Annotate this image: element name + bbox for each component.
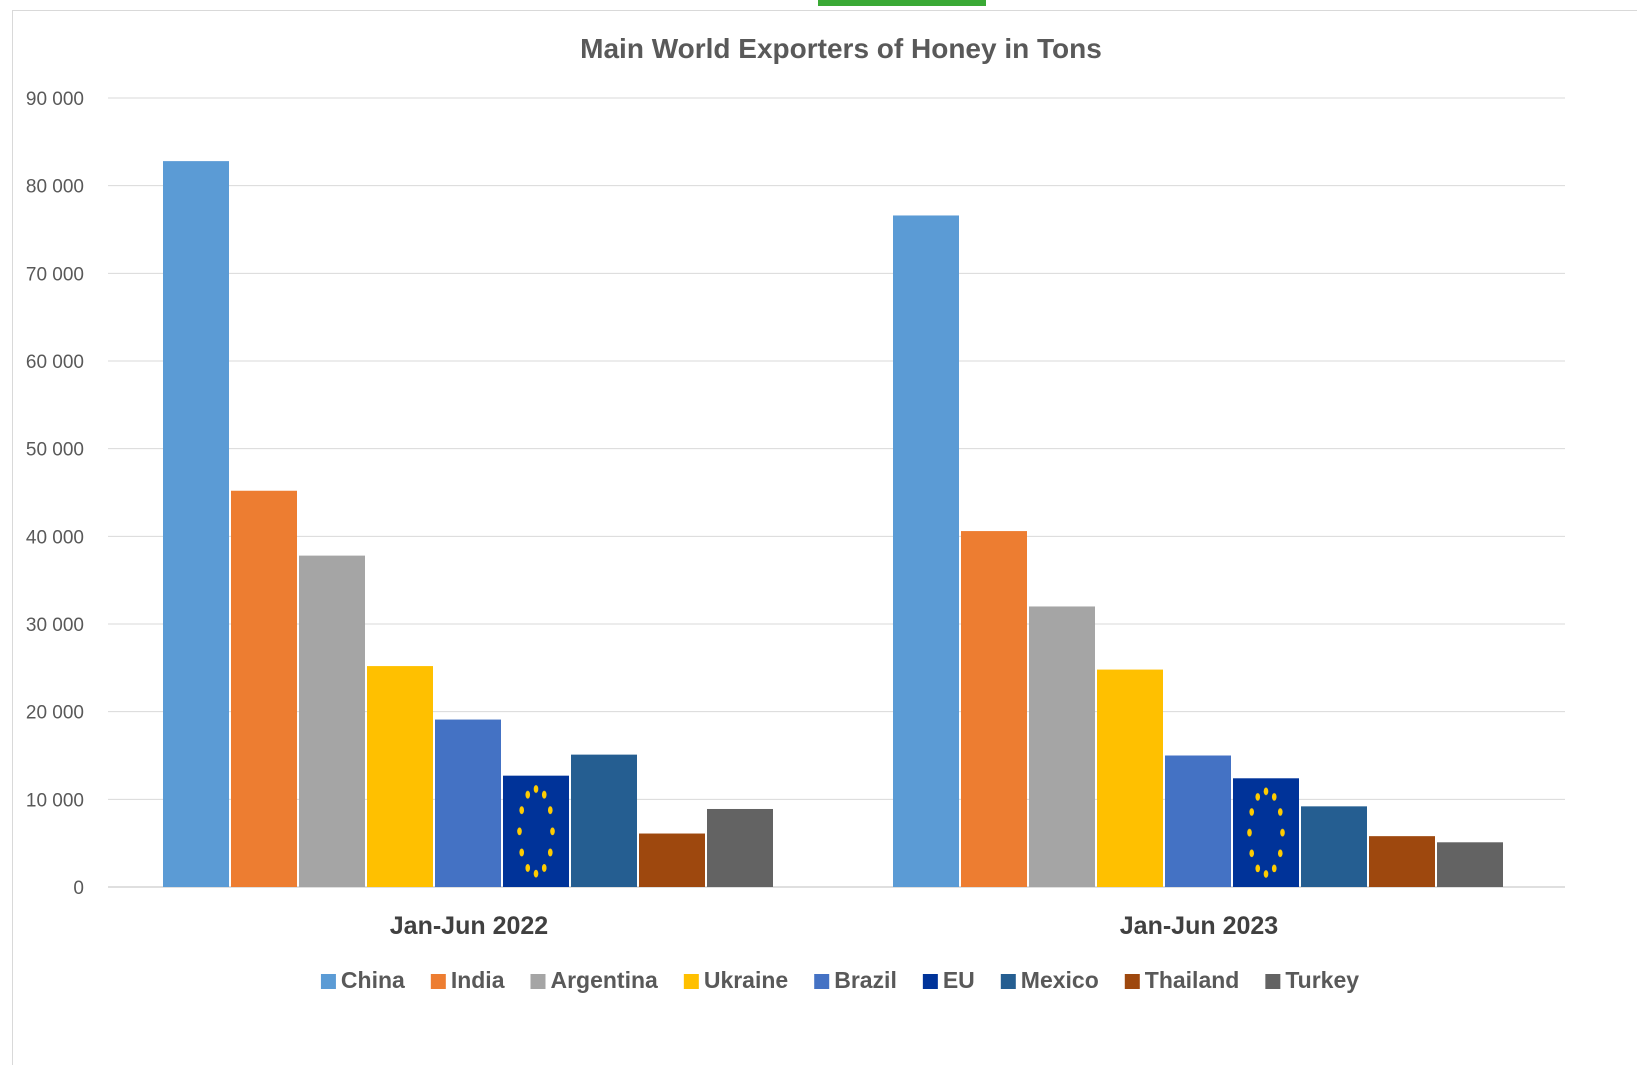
bar-india-1 bbox=[231, 490, 297, 887]
legend-swatch bbox=[683, 974, 699, 989]
bar-argentina-1 bbox=[299, 555, 365, 887]
bar-eu-2 bbox=[1233, 778, 1299, 887]
bar-brazil-2 bbox=[1165, 755, 1231, 887]
legend-swatch bbox=[430, 974, 446, 989]
legend-swatch bbox=[814, 974, 830, 989]
legend-label: Turkey bbox=[1285, 967, 1359, 993]
legend: China India Argentina Ukraine Brazil EU Mexico… bbox=[320, 967, 1359, 993]
bar-india-2 bbox=[961, 531, 1027, 887]
bar-china-2 bbox=[893, 215, 959, 887]
legend-item-mexico: Mexico bbox=[1000, 967, 1099, 993]
y-tick-label: 50 000 bbox=[26, 440, 84, 461]
y-tick-label: 20 000 bbox=[26, 703, 84, 724]
legend-swatch bbox=[1000, 974, 1016, 989]
legend-swatch bbox=[320, 974, 336, 989]
y-tick-label: 90 000 bbox=[26, 89, 84, 110]
legend-item-ukraine: Ukraine bbox=[683, 967, 788, 993]
y-tick-label: 40 000 bbox=[26, 527, 84, 548]
bar-eu-1 bbox=[503, 775, 569, 887]
bar-ukraine-2 bbox=[1097, 669, 1163, 887]
legend-swatch bbox=[1265, 974, 1281, 989]
legend-label: Ukraine bbox=[704, 967, 788, 993]
legend-swatch bbox=[922, 974, 938, 989]
y-axis-ticks: 0 10 000 20 000 30 000 40 000 50 000 60 000 70 … bbox=[26, 89, 84, 899]
legend-label: Thailand bbox=[1145, 967, 1240, 993]
top-accent-bar bbox=[818, 0, 986, 6]
chart-title: Main World Exporters of Honey in Tons bbox=[580, 33, 1102, 64]
x-axis-categories: Jan-Jun 2022 Jan-Jun 2023 bbox=[390, 912, 1278, 940]
bar-china-1 bbox=[163, 161, 229, 887]
legend-item-eu: EU bbox=[922, 967, 975, 993]
legend-item-brazil: Brazil bbox=[814, 967, 897, 993]
bar-thailand-2 bbox=[1369, 836, 1435, 887]
y-tick-label: 10 000 bbox=[26, 790, 84, 811]
legend-label: Argentina bbox=[550, 967, 658, 993]
bar-brazil-1 bbox=[435, 719, 501, 887]
legend-swatch bbox=[530, 974, 546, 989]
bars bbox=[163, 161, 1503, 887]
legend-item-argentina: Argentina bbox=[530, 967, 658, 993]
legend-label: Brazil bbox=[834, 967, 897, 993]
x-category-label: Jan-Jun 2022 bbox=[390, 912, 548, 940]
legend-item-thailand: Thailand bbox=[1124, 967, 1240, 993]
y-tick-label: 30 000 bbox=[26, 615, 84, 636]
bar-mexico-1 bbox=[571, 754, 637, 887]
bar-mexico-2 bbox=[1301, 806, 1367, 887]
bar-turkey-2 bbox=[1437, 842, 1503, 887]
y-tick-label: 80 000 bbox=[26, 177, 84, 198]
chart-frame bbox=[12, 10, 1637, 1065]
y-tick-label: 60 000 bbox=[26, 352, 84, 373]
bar-thailand-1 bbox=[639, 833, 705, 887]
y-tick-label: 70 000 bbox=[26, 264, 84, 285]
legend-item-india: India bbox=[430, 967, 505, 993]
legend-label: Mexico bbox=[1021, 967, 1099, 993]
bar-ukraine-1 bbox=[367, 666, 433, 887]
legend-label: China bbox=[341, 967, 405, 993]
legend-label: India bbox=[451, 967, 505, 993]
legend-item-china: China bbox=[320, 967, 405, 993]
legend-label: EU bbox=[943, 967, 975, 993]
y-tick-label: 0 bbox=[73, 878, 84, 899]
bar-turkey-1 bbox=[707, 808, 773, 887]
legend-swatch bbox=[1124, 974, 1140, 989]
bar-argentina-2 bbox=[1029, 606, 1095, 887]
legend-item-turkey: Turkey bbox=[1265, 967, 1359, 993]
x-category-label: Jan-Jun 2023 bbox=[1120, 912, 1278, 940]
